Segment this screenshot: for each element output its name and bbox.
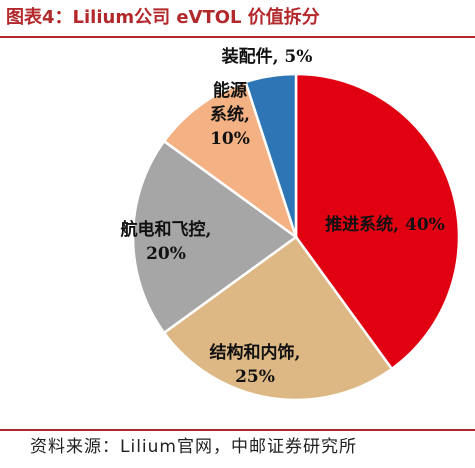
- slice-label-1: 推进系统, 40%: [325, 214, 445, 235]
- pie-labels: 推进系统, 40% 结构和内饰, 25% 航电和飞控, 20% 能源系统, 10% 装配件, …: [121, 46, 445, 387]
- pie-slice-2: [162, 235, 394, 402]
- source-note: 资料来源：Lilium官网，中邮证券研究所: [30, 437, 357, 457]
- pie-slice-4: [162, 80, 299, 241]
- pie-slice-1: [294, 72, 461, 371]
- slice-label-2: 结构和内饰, 25%: [210, 342, 301, 387]
- pie-slice-3: [131, 139, 299, 335]
- pie-slices: [131, 72, 461, 402]
- slice-label-4: 能源系统, 10%: [210, 80, 250, 149]
- title-rule: [0, 36, 475, 38]
- pie-slice-5: [244, 72, 298, 238]
- chart-title: 图表4：Lilium公司 eVTOL 价值拆分: [6, 7, 320, 28]
- slice-label-3: 航电和飞控, 20%: [121, 219, 212, 264]
- pie-chart: 推进系统, 40% 结构和内饰, 25% 航电和飞控, 20% 能源系统, 10% 装配件, …: [121, 46, 461, 402]
- source-rule: [0, 429, 475, 431]
- slice-label-5: 装配件, 5%: [221, 46, 313, 67]
